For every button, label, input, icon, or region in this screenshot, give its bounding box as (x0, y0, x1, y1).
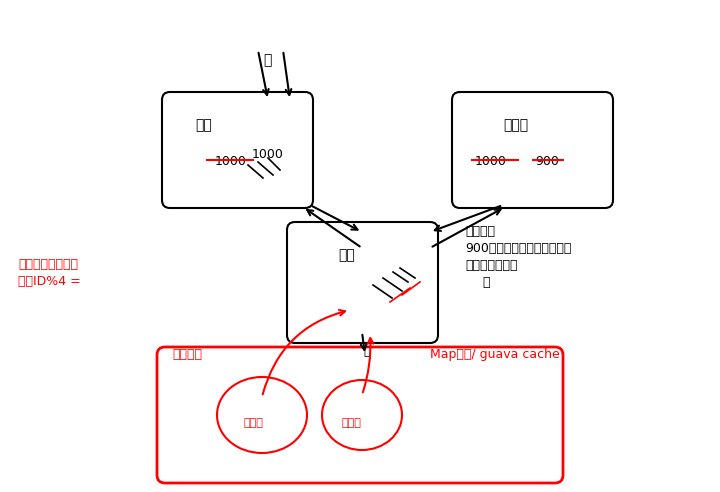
FancyBboxPatch shape (162, 92, 313, 208)
Text: 定义内存队列数量: 定义内存队列数量 (18, 258, 78, 271)
Text: 900: 900 (535, 155, 559, 168)
Text: 读: 读 (263, 53, 271, 67)
Text: 数据库: 数据库 (503, 118, 528, 132)
Text: 内存队列: 内存队列 (172, 348, 202, 361)
Text: ．: ． (482, 276, 490, 289)
Text: 写: 写 (363, 345, 371, 358)
Ellipse shape (217, 377, 307, 453)
Text: 1000: 1000 (252, 148, 284, 161)
FancyBboxPatch shape (452, 92, 613, 208)
Text: 写请求: 写请求 (342, 418, 362, 428)
Ellipse shape (322, 380, 402, 450)
Text: 缓存: 缓存 (195, 118, 212, 132)
Text: 900库存，但是还没有更新到: 900库存，但是还没有更新到 (465, 242, 572, 255)
Text: 数据库中．．．: 数据库中．．． (465, 259, 518, 272)
Text: 1000: 1000 (475, 155, 507, 168)
Text: 商品ID%4 =: 商品ID%4 = (18, 275, 81, 288)
Text: 业务: 业务 (338, 248, 355, 262)
FancyBboxPatch shape (157, 347, 563, 483)
Text: Map集合/ guava cache: Map集合/ guava cache (430, 348, 559, 361)
FancyBboxPatch shape (287, 222, 438, 343)
Text: 1000: 1000 (215, 155, 247, 168)
Text: 读请求: 读请求 (243, 418, 263, 428)
Text: 并发读写: 并发读写 (465, 225, 495, 238)
